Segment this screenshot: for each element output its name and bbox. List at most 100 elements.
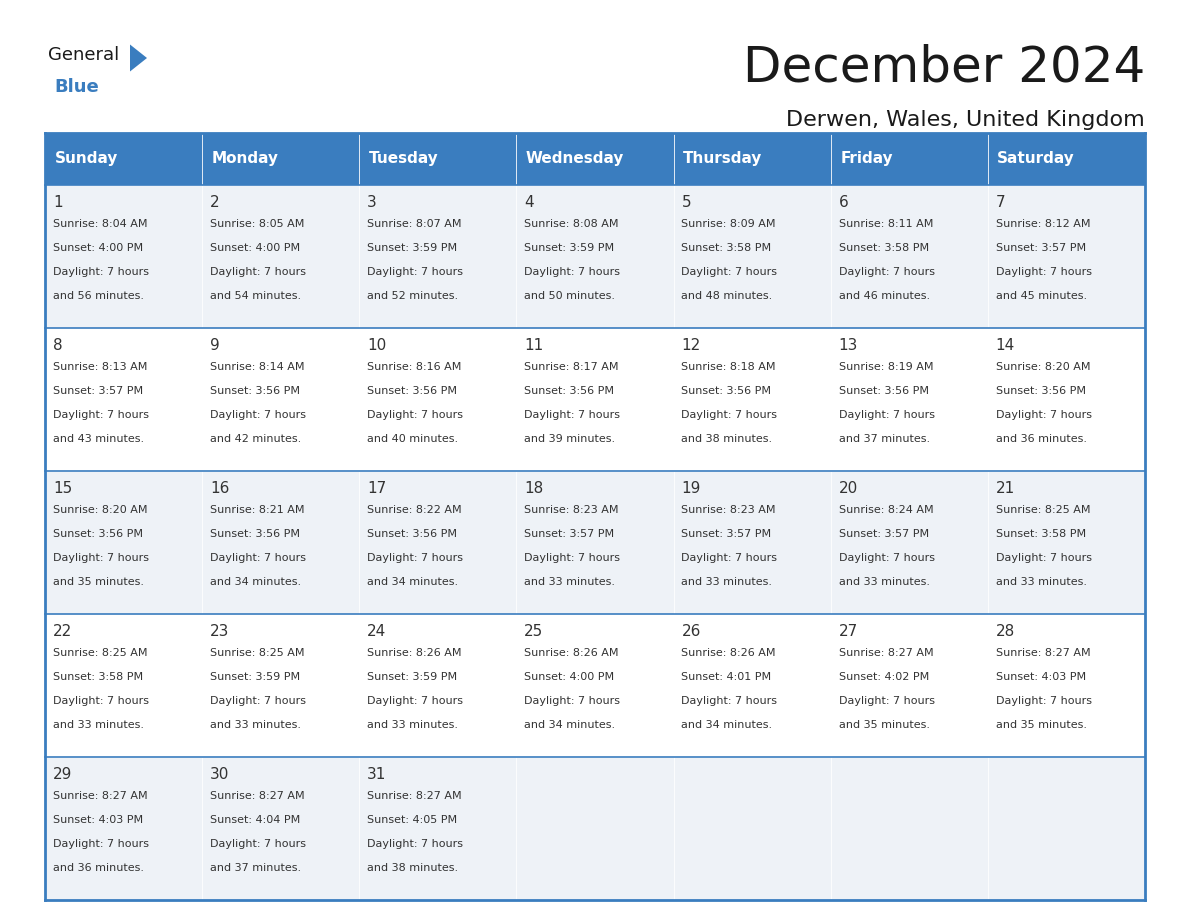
Text: Daylight: 7 hours: Daylight: 7 hours (996, 410, 1092, 420)
Bar (830, 133, 988, 185)
Text: Daylight: 7 hours: Daylight: 7 hours (839, 553, 935, 563)
Text: Sunrise: 8:27 AM: Sunrise: 8:27 AM (839, 648, 934, 658)
Text: Sunset: 3:56 PM: Sunset: 3:56 PM (52, 529, 143, 539)
Text: Sunrise: 8:25 AM: Sunrise: 8:25 AM (52, 648, 147, 658)
Text: and 35 minutes.: and 35 minutes. (839, 720, 929, 730)
Text: Sunrise: 8:26 AM: Sunrise: 8:26 AM (367, 648, 462, 658)
Text: Daylight: 7 hours: Daylight: 7 hours (839, 410, 935, 420)
Text: Sunset: 3:56 PM: Sunset: 3:56 PM (367, 386, 457, 396)
Text: 26: 26 (682, 624, 701, 639)
Text: and 42 minutes.: and 42 minutes. (210, 434, 302, 444)
Text: Sunrise: 8:19 AM: Sunrise: 8:19 AM (839, 362, 933, 372)
Text: and 35 minutes.: and 35 minutes. (52, 577, 144, 587)
Text: and 33 minutes.: and 33 minutes. (52, 720, 144, 730)
Text: Sunset: 4:03 PM: Sunset: 4:03 PM (52, 815, 143, 825)
Text: and 33 minutes.: and 33 minutes. (996, 577, 1087, 587)
Bar (988, 328, 1145, 471)
Bar (517, 614, 674, 757)
Text: Sunrise: 8:08 AM: Sunrise: 8:08 AM (524, 219, 619, 229)
Text: Sunrise: 8:25 AM: Sunrise: 8:25 AM (996, 505, 1091, 515)
Text: Sunday: Sunday (55, 151, 118, 166)
Bar (674, 614, 830, 757)
Text: and 33 minutes.: and 33 minutes. (210, 720, 301, 730)
Text: 23: 23 (210, 624, 229, 639)
Text: Daylight: 7 hours: Daylight: 7 hours (996, 696, 1092, 706)
Bar (202, 471, 359, 614)
Text: Sunrise: 8:27 AM: Sunrise: 8:27 AM (367, 791, 462, 801)
Text: 15: 15 (52, 481, 72, 496)
Bar (988, 185, 1145, 328)
Text: 14: 14 (996, 338, 1015, 353)
Text: and 43 minutes.: and 43 minutes. (52, 434, 144, 444)
Text: Sunrise: 8:16 AM: Sunrise: 8:16 AM (367, 362, 461, 372)
Text: Daylight: 7 hours: Daylight: 7 hours (524, 696, 620, 706)
Text: 1: 1 (52, 195, 63, 210)
Text: and 34 minutes.: and 34 minutes. (210, 577, 301, 587)
Text: Sunrise: 8:05 AM: Sunrise: 8:05 AM (210, 219, 304, 229)
Text: Sunset: 3:56 PM: Sunset: 3:56 PM (682, 386, 771, 396)
Text: and 36 minutes.: and 36 minutes. (52, 863, 144, 873)
Text: Sunrise: 8:26 AM: Sunrise: 8:26 AM (682, 648, 776, 658)
Text: 17: 17 (367, 481, 386, 496)
Text: Sunset: 3:57 PM: Sunset: 3:57 PM (52, 386, 143, 396)
Text: and 39 minutes.: and 39 minutes. (524, 434, 615, 444)
Text: 25: 25 (524, 624, 544, 639)
Text: Daylight: 7 hours: Daylight: 7 hours (839, 696, 935, 706)
Text: 24: 24 (367, 624, 386, 639)
Text: and 45 minutes.: and 45 minutes. (996, 291, 1087, 301)
Text: Sunrise: 8:25 AM: Sunrise: 8:25 AM (210, 648, 304, 658)
Text: and 35 minutes.: and 35 minutes. (996, 720, 1087, 730)
Bar (517, 185, 674, 328)
Text: Daylight: 7 hours: Daylight: 7 hours (524, 553, 620, 563)
Text: Sunrise: 8:20 AM: Sunrise: 8:20 AM (52, 505, 147, 515)
Text: 22: 22 (52, 624, 72, 639)
Text: Daylight: 7 hours: Daylight: 7 hours (996, 267, 1092, 277)
Text: and 36 minutes.: and 36 minutes. (996, 434, 1087, 444)
Text: Sunrise: 8:27 AM: Sunrise: 8:27 AM (52, 791, 147, 801)
Text: Daylight: 7 hours: Daylight: 7 hours (210, 553, 307, 563)
Text: Sunset: 3:57 PM: Sunset: 3:57 PM (682, 529, 771, 539)
Text: Thursday: Thursday (683, 151, 763, 166)
Bar (202, 614, 359, 757)
Text: 31: 31 (367, 767, 386, 782)
Bar (45, 185, 202, 328)
Text: Daylight: 7 hours: Daylight: 7 hours (839, 267, 935, 277)
Bar (359, 471, 517, 614)
Bar (359, 328, 517, 471)
Text: Sunset: 3:59 PM: Sunset: 3:59 PM (367, 243, 457, 253)
Text: Sunset: 4:04 PM: Sunset: 4:04 PM (210, 815, 301, 825)
Text: Daylight: 7 hours: Daylight: 7 hours (52, 696, 148, 706)
Bar (674, 757, 830, 900)
Text: Daylight: 7 hours: Daylight: 7 hours (996, 553, 1092, 563)
Text: Sunset: 3:56 PM: Sunset: 3:56 PM (524, 386, 614, 396)
Text: Daylight: 7 hours: Daylight: 7 hours (52, 553, 148, 563)
Text: Sunrise: 8:20 AM: Sunrise: 8:20 AM (996, 362, 1091, 372)
Text: Sunrise: 8:04 AM: Sunrise: 8:04 AM (52, 219, 147, 229)
Bar (674, 328, 830, 471)
Text: Sunset: 3:56 PM: Sunset: 3:56 PM (210, 529, 301, 539)
Bar (830, 471, 988, 614)
Text: Sunset: 3:59 PM: Sunset: 3:59 PM (210, 672, 301, 682)
Bar (359, 185, 517, 328)
Bar (988, 614, 1145, 757)
Text: Sunset: 3:56 PM: Sunset: 3:56 PM (367, 529, 457, 539)
Text: Daylight: 7 hours: Daylight: 7 hours (524, 410, 620, 420)
Bar (359, 133, 517, 185)
Text: Sunrise: 8:23 AM: Sunrise: 8:23 AM (524, 505, 619, 515)
Bar (988, 133, 1145, 185)
Text: Sunset: 4:00 PM: Sunset: 4:00 PM (210, 243, 301, 253)
Bar (830, 185, 988, 328)
Text: 16: 16 (210, 481, 229, 496)
Text: Daylight: 7 hours: Daylight: 7 hours (682, 267, 777, 277)
Text: and 46 minutes.: and 46 minutes. (839, 291, 930, 301)
Text: Daylight: 7 hours: Daylight: 7 hours (367, 410, 463, 420)
Text: Daylight: 7 hours: Daylight: 7 hours (367, 839, 463, 849)
Bar (830, 757, 988, 900)
Text: and 38 minutes.: and 38 minutes. (682, 434, 772, 444)
Text: Friday: Friday (840, 151, 892, 166)
Text: 20: 20 (839, 481, 858, 496)
Text: Daylight: 7 hours: Daylight: 7 hours (367, 696, 463, 706)
Text: and 56 minutes.: and 56 minutes. (52, 291, 144, 301)
Text: Sunset: 3:58 PM: Sunset: 3:58 PM (52, 672, 143, 682)
Text: Daylight: 7 hours: Daylight: 7 hours (52, 267, 148, 277)
